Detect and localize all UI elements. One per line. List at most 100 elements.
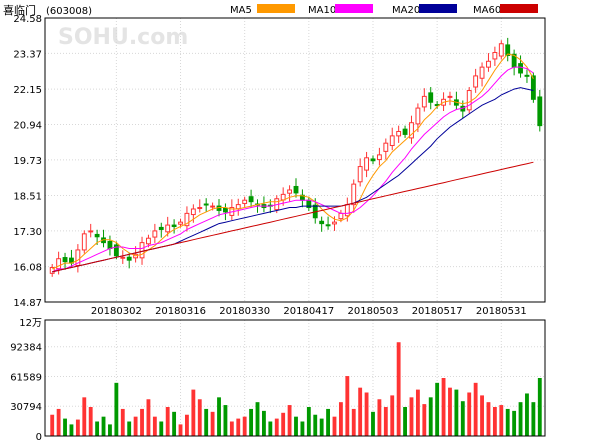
candle-up (344, 204, 350, 217)
candle-up (447, 95, 453, 98)
candle-up (197, 207, 203, 210)
price-tick-label: 17.30 (13, 227, 42, 238)
volume-bar (261, 410, 266, 436)
volume-bar (422, 404, 427, 436)
price-axis: 24.58 23.37 22.15 20.94 19.73 18.51 17.30 16.08… (13, 14, 42, 309)
volume-bar (332, 416, 337, 436)
stock-code: (603008) (46, 6, 92, 17)
candle-down (530, 75, 536, 100)
date-tick-label: 20180316 (155, 306, 206, 317)
volume-bar (467, 392, 472, 436)
volume-bar (242, 416, 247, 436)
volume-bar (480, 395, 484, 436)
legend-ma60-swatch (500, 4, 538, 13)
volume-bar (172, 411, 177, 436)
price-tick-label: 19.73 (13, 156, 42, 167)
price-gridlines (45, 17, 545, 436)
volume-bar (69, 424, 74, 436)
candle-down (518, 63, 523, 74)
volume-bar (403, 407, 407, 436)
candle-down (370, 158, 376, 162)
candle-down (94, 233, 100, 238)
volume-bar (133, 416, 138, 436)
date-tick-label: 20180517 (412, 306, 463, 317)
volume-bar (140, 408, 144, 436)
volume-tick-label: 0 (36, 432, 42, 440)
candle-up (56, 258, 62, 270)
stock-name: 喜临门 (3, 3, 36, 17)
candle-up (120, 256, 126, 259)
date-tick-label: 20180302 (91, 306, 142, 317)
candle-up (75, 249, 81, 266)
candle-up (351, 183, 357, 206)
volume-bar (300, 421, 305, 436)
volume-bar (101, 416, 106, 436)
candle-down (107, 240, 113, 249)
volume-bar (518, 402, 523, 436)
ma-legend: MA5 MA10 MA20 MA60 (230, 4, 538, 16)
volume-bar (274, 418, 279, 436)
volume-bar (351, 408, 356, 436)
date-axis: 20180302 20180316 20180330 20180417 20180503… (91, 306, 527, 317)
candle-up (376, 154, 382, 161)
candle-up (184, 212, 190, 227)
volume-bar (229, 421, 234, 436)
volume-bar (178, 424, 183, 436)
candle-down (325, 224, 331, 227)
ma5-line (51, 53, 534, 270)
volume-tick-label: 30794 (10, 402, 42, 413)
candle-up (152, 230, 158, 238)
volume-bar (268, 421, 273, 436)
volume-bar (249, 408, 254, 436)
volume-bar (454, 389, 459, 436)
candle-up (479, 66, 485, 79)
volume-bar (120, 408, 125, 436)
candle-up (235, 204, 241, 210)
volume-bar (191, 389, 196, 436)
volume-bar (345, 376, 350, 436)
candle-up (492, 52, 498, 60)
volume-bar (377, 399, 382, 436)
candle-down (158, 226, 164, 230)
volume-bar (396, 342, 401, 436)
legend-ma60-label: MA60 (473, 5, 501, 16)
candle-up (81, 233, 87, 251)
volume-bar (82, 397, 87, 436)
volume-bar (531, 402, 536, 436)
volume-unit-label: 12万 (19, 318, 42, 329)
volume-bar (338, 402, 343, 436)
candle-up (178, 221, 183, 225)
volume-bar (159, 421, 164, 436)
candle-down (126, 256, 132, 261)
candle-down (524, 74, 530, 77)
volume-bar (326, 408, 331, 436)
candle-down (171, 224, 177, 228)
candle-up (396, 130, 402, 137)
candle-down (248, 196, 254, 203)
volume-bar (88, 407, 93, 436)
volume-bar (460, 401, 465, 436)
volume-bar (409, 397, 414, 436)
sohu-watermark: SOHU.com (58, 25, 188, 50)
candle-up (146, 237, 151, 245)
volume-bar (537, 378, 542, 436)
volume-bar (50, 414, 55, 436)
volume-bar (492, 407, 497, 436)
volume-tick-label: 61589 (10, 372, 42, 383)
volume-bar (223, 405, 228, 436)
volume-bar (319, 418, 324, 436)
volume-bar (197, 399, 202, 436)
price-frame (44, 17, 546, 303)
volume-bars (50, 342, 542, 436)
date-tick-label: 20180531 (476, 306, 527, 317)
volume-axis: 92384 61589 30794 0 (10, 343, 42, 440)
candle-up (88, 230, 94, 233)
volume-bar (210, 411, 215, 436)
volume-bar (415, 389, 420, 436)
candle-down (113, 244, 119, 257)
date-tick-label: 20180417 (283, 306, 334, 317)
volume-tick-label: 92384 (10, 343, 42, 354)
candle-up (242, 199, 248, 204)
volume-bar (236, 418, 241, 436)
candle-down (402, 128, 408, 135)
